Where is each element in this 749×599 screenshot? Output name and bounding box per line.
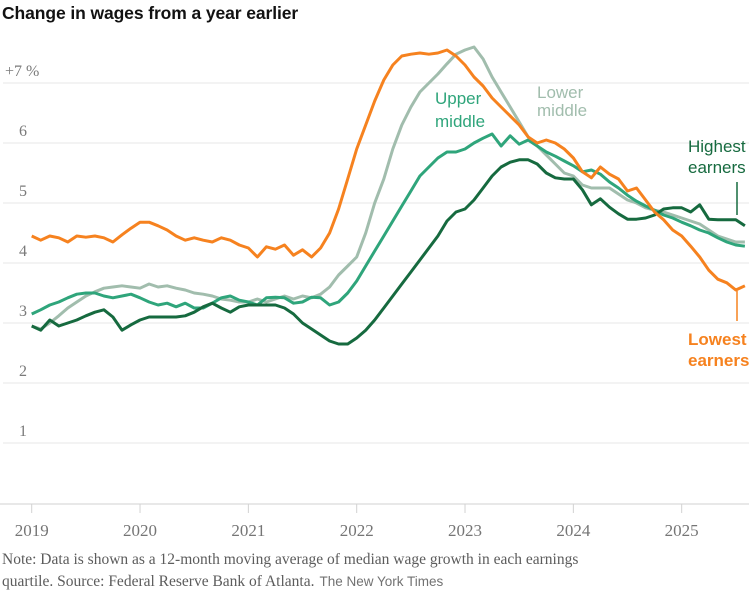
lowest-earners-label-line-1: Lowest — [688, 330, 747, 349]
x-axis-label-2023: 2023 — [448, 521, 482, 540]
series-line-lower-middle — [31, 45, 745, 331]
y-axis-label-7: +7 % — [5, 63, 39, 80]
series-line-lowest-earners — [31, 48, 746, 292]
highest-earners-label-line-2: earners — [688, 158, 746, 177]
x-axis-label-2021: 2021 — [231, 521, 265, 540]
y-axis-label-3: 3 — [19, 303, 27, 320]
x-axis-label-2024: 2024 — [556, 521, 591, 540]
y-axis-label-4: 4 — [19, 243, 27, 260]
y-axis-label-5: 5 — [19, 183, 27, 200]
note-line-1: Note: Data is shown as a 12-month moving… — [2, 551, 579, 568]
y-axis-label-6: 6 — [19, 123, 27, 140]
x-axis-label-2025: 2025 — [665, 521, 699, 540]
y-axis-label-2: 2 — [19, 363, 27, 380]
lower-middle-label-line-2: middle — [537, 101, 587, 120]
note-line-2: quartile. Source: Federal Reserve Bank o… — [2, 572, 315, 590]
chart-title: Change in wages from a year earlier — [2, 3, 299, 23]
highest-earners-label-line-1: Highest — [688, 137, 746, 156]
x-axis-label-2022: 2022 — [340, 521, 374, 540]
credit: The New York Times — [319, 573, 444, 589]
upper-middle-label-line-1: Upper — [435, 89, 482, 108]
series-line-highest-earners — [31, 158, 746, 346]
x-axis-label-2019: 2019 — [15, 521, 49, 540]
series-line-upper-middle — [31, 132, 746, 316]
source-note: Note: Data is shown as a 12-month moving… — [2, 549, 747, 592]
upper-middle-label-line-2: middle — [435, 112, 485, 131]
y-axis-label-1: 1 — [19, 423, 27, 440]
lower-middle-label-line-1: Lower — [537, 83, 584, 102]
lowest-earners-label-line-2: earners — [688, 351, 749, 370]
x-axis-label-2020: 2020 — [123, 521, 157, 540]
